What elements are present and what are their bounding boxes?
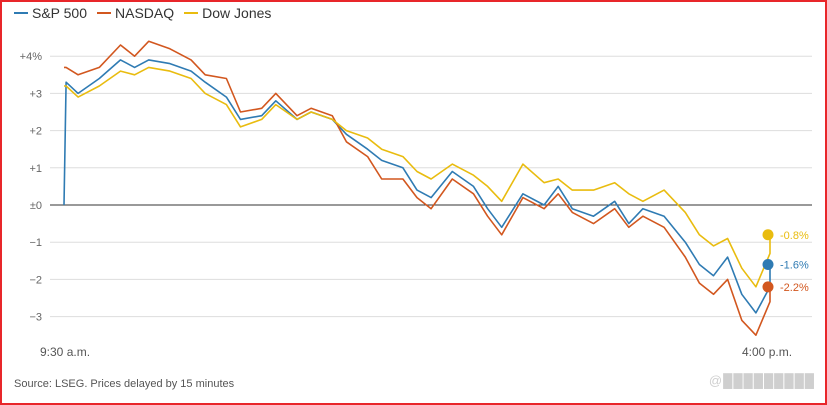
legend-label-dow: Dow Jones bbox=[202, 5, 272, 21]
x-tick-label-start: 9:30 a.m. bbox=[40, 345, 90, 359]
y-tick-label: ±0 bbox=[30, 200, 42, 212]
x-tick-label-end: 4:00 p.m. bbox=[742, 345, 792, 359]
legend-swatch-dow bbox=[184, 12, 199, 14]
series-end-dot bbox=[762, 281, 774, 293]
y-tick-label: −1 bbox=[29, 237, 42, 249]
watermark: @█████████ bbox=[708, 373, 815, 388]
y-tick-label: +3 bbox=[29, 88, 42, 100]
series-end-label: -1.6% bbox=[780, 260, 809, 272]
legend-item-nasdaq: NASDAQ bbox=[97, 5, 174, 21]
legend: S&P 500 NASDAQ Dow Jones bbox=[14, 5, 271, 21]
series-line-nasdaq bbox=[64, 40, 771, 336]
legend-swatch-nasdaq bbox=[97, 12, 112, 14]
legend-item-dow: Dow Jones bbox=[184, 5, 271, 21]
series-end-label: -0.8% bbox=[780, 230, 809, 242]
series-line-dow-jones bbox=[64, 66, 771, 288]
y-tick-label: +1 bbox=[29, 163, 42, 175]
y-tick-label: +4% bbox=[20, 51, 43, 63]
y-tick-label: −2 bbox=[29, 274, 42, 286]
legend-label-sp500: S&P 500 bbox=[32, 5, 88, 21]
legend-swatch-sp500 bbox=[14, 12, 28, 14]
y-tick-label: −3 bbox=[29, 312, 42, 324]
legend-label-nasdaq: NASDAQ bbox=[115, 5, 175, 21]
series-line-s-p-500 bbox=[63, 59, 771, 314]
series-end-label: -2.2% bbox=[780, 282, 809, 294]
y-tick-label: +2 bbox=[29, 126, 42, 138]
series-end-dot bbox=[762, 229, 774, 241]
series-end-dot bbox=[762, 259, 774, 271]
legend-item-sp500: S&P 500 bbox=[14, 5, 87, 21]
source-note: Source: LSEG. Prices delayed by 15 minut… bbox=[14, 378, 235, 390]
